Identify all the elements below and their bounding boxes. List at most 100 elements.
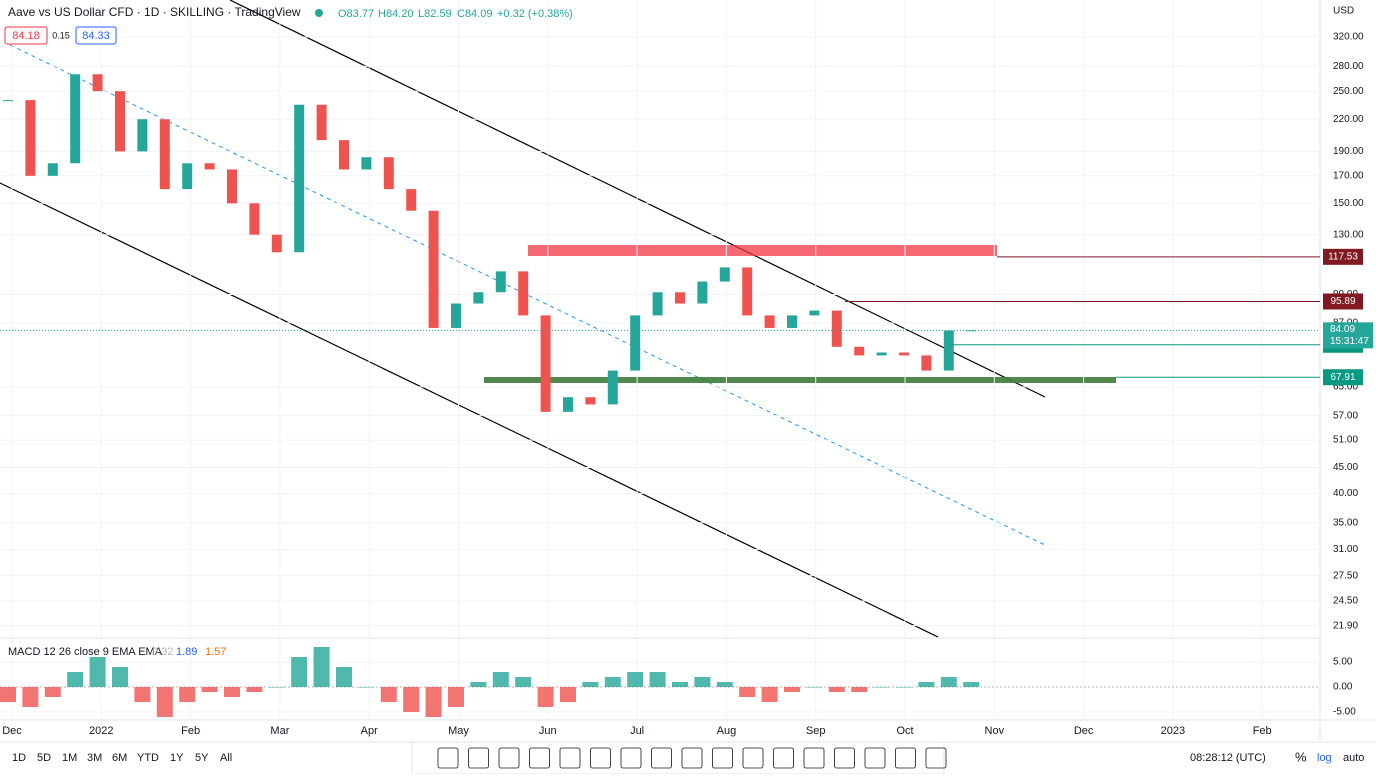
macd-reading: 0.32 xyxy=(152,646,173,658)
ask: 84.33 xyxy=(82,30,110,42)
candle xyxy=(495,271,506,293)
candle xyxy=(294,104,305,253)
x-tick-label: 2023 xyxy=(1161,725,1185,737)
y-tick-label: 5.00 xyxy=(1333,657,1353,668)
range-button[interactable]: 6M xyxy=(112,752,127,764)
candle xyxy=(406,189,417,211)
candle xyxy=(361,157,372,170)
drawing-tool[interactable] xyxy=(498,747,520,769)
range-button[interactable]: 3M xyxy=(87,752,102,764)
macd-bar xyxy=(896,687,912,688)
macd-bar xyxy=(560,687,576,702)
macd-bar xyxy=(851,687,868,692)
candle xyxy=(787,315,797,328)
drawing-tool[interactable] xyxy=(803,747,825,769)
range-button[interactable]: All xyxy=(220,752,232,764)
x-tick-label: Nov xyxy=(985,725,1005,737)
range-button[interactable]: 1D xyxy=(12,752,26,764)
macd-bar xyxy=(940,677,957,687)
macd-bar xyxy=(873,687,890,688)
candle xyxy=(271,234,282,253)
macd-bar xyxy=(358,687,375,688)
drawing-tool[interactable] xyxy=(895,747,916,769)
x-tick-label: 2022 xyxy=(89,725,113,737)
x-tick-label: Apr xyxy=(361,725,378,737)
candle xyxy=(585,397,596,405)
log-toggle[interactable]: log xyxy=(1317,752,1332,764)
auto-toggle[interactable]: auto xyxy=(1343,752,1364,764)
macd-bar xyxy=(604,677,621,687)
drawing-tool[interactable] xyxy=(437,747,459,769)
trend-line xyxy=(0,182,939,638)
candle xyxy=(473,292,484,304)
macd-label: MACD 12 26 close 9 EMA EMA xyxy=(8,646,163,658)
percent-toggle[interactable]: % xyxy=(1295,749,1307,764)
drawing-tool[interactable] xyxy=(559,747,581,769)
drawing-tool[interactable] xyxy=(834,747,855,769)
drawing-tool[interactable] xyxy=(773,747,794,769)
macd-bar xyxy=(537,687,554,707)
x-tick-label: Jul xyxy=(630,725,644,737)
drawing-tool[interactable] xyxy=(529,747,550,769)
candle xyxy=(563,397,573,412)
buy-button[interactable] xyxy=(75,26,117,45)
range-button[interactable]: 5Y xyxy=(195,752,209,764)
sell-button[interactable] xyxy=(4,26,48,45)
drawing-tool[interactable] xyxy=(864,747,886,769)
price-tag xyxy=(1323,293,1363,310)
candle xyxy=(652,292,663,316)
macd-bar xyxy=(627,672,644,687)
candle xyxy=(876,352,887,356)
macd-bar xyxy=(0,687,16,702)
drawing-tool[interactable] xyxy=(651,747,672,769)
spread: 0.15 xyxy=(52,30,70,40)
macd-bar xyxy=(739,687,756,697)
range-button[interactable]: 1Y xyxy=(170,752,184,764)
y-tick-label: 31.00 xyxy=(1333,544,1358,555)
x-tick-label: Mar xyxy=(270,725,289,737)
macd-bar xyxy=(403,687,420,712)
y-tick-label: 150.00 xyxy=(1333,198,1364,209)
drawing-tool[interactable] xyxy=(712,747,733,769)
y-tick-label: 280.00 xyxy=(1333,61,1364,72)
x-tick-label: Aug xyxy=(717,725,737,737)
macd-bar xyxy=(672,682,688,687)
candle xyxy=(854,346,865,356)
macd-bar xyxy=(156,687,173,717)
candle xyxy=(540,315,551,412)
candle xyxy=(47,163,58,176)
candle xyxy=(159,119,170,190)
macd-bar xyxy=(246,687,263,692)
range-button[interactable]: 1M xyxy=(62,752,77,764)
drawing-tool[interactable] xyxy=(742,747,764,769)
macd-bar xyxy=(448,687,464,707)
drawing-tool[interactable] xyxy=(590,747,611,769)
currency[interactable]: USD xyxy=(1333,6,1354,17)
x-tick-label: Jun xyxy=(539,725,557,737)
drawing-tool[interactable] xyxy=(620,747,642,769)
price-tag-label: 84.09 xyxy=(1330,324,1355,335)
drawing-tool[interactable] xyxy=(468,747,489,769)
y-tick-label: 35.00 xyxy=(1333,517,1358,528)
candle xyxy=(70,74,81,164)
drawing-tool[interactable] xyxy=(681,747,703,769)
candle xyxy=(137,119,148,152)
support-zone xyxy=(484,377,1116,383)
symbol-title: Aave vs US Dollar CFD · 1D · SKILLING · … xyxy=(8,5,301,19)
range-button[interactable]: 5D xyxy=(37,752,51,764)
macd-bar xyxy=(44,687,61,697)
range-button[interactable]: YTD xyxy=(137,752,159,764)
bid: 84.18 xyxy=(12,30,40,42)
macd-bar xyxy=(224,687,240,697)
macd-bar xyxy=(112,667,128,687)
drawing-tool[interactable] xyxy=(925,747,947,769)
candle xyxy=(764,315,775,328)
macd-bar xyxy=(963,682,980,687)
candle xyxy=(182,163,193,190)
candle xyxy=(943,330,954,371)
candle xyxy=(831,310,842,347)
ohlc-close: C84.09 xyxy=(457,8,492,20)
macd-bar xyxy=(761,687,778,702)
macd-bar xyxy=(425,687,442,717)
y-tick-label: -5.00 xyxy=(1333,707,1356,718)
